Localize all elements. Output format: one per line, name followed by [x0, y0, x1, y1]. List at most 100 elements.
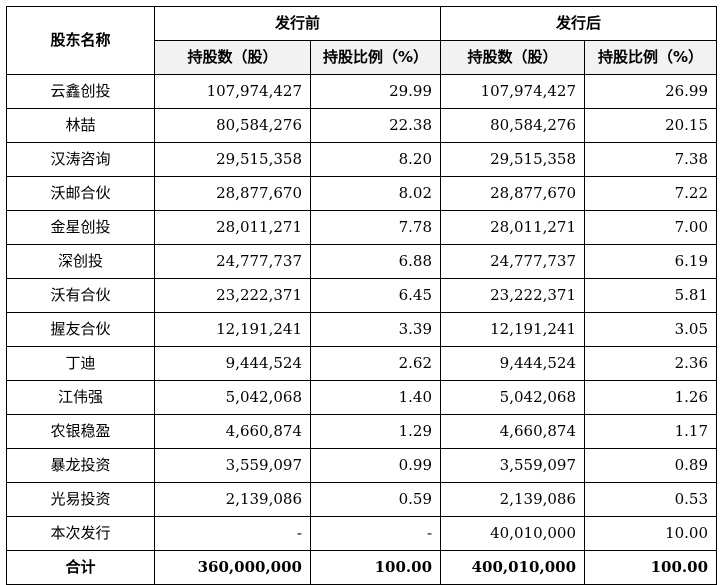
- cell-before-shares: 28,011,271: [154, 210, 311, 245]
- cell-holder-name: 握友合伙: [6, 312, 155, 347]
- cell-after-shares: 12,191,241: [440, 312, 586, 347]
- cell-holder-name: 农银稳盈: [6, 414, 155, 449]
- cell-before-ratio: 7.78: [309, 210, 442, 245]
- cell-holder-name: 沃邮合伙: [6, 176, 155, 211]
- table-row: 沃有合伙 23,222,371 6.45 23,222,371 5.81: [6, 278, 718, 313]
- cell-after-shares: 4,660,874: [440, 414, 586, 449]
- cell-before-ratio: 22.38: [309, 108, 442, 143]
- cell-holder-name: 沃有合伙: [6, 278, 155, 313]
- header-holder-name: 股东名称: [6, 6, 155, 75]
- cell-before-shares: 4,660,874: [154, 414, 311, 449]
- table-row: 本次发行 - - 40,010,000 10.00: [6, 516, 718, 551]
- cell-after-ratio: 6.19: [584, 244, 718, 279]
- cell-before-shares: 24,777,737: [154, 244, 311, 279]
- cell-before-ratio: 3.39: [309, 312, 442, 347]
- header-row-columns: 持股数（股） 持股比例（%） 持股数（股） 持股比例（%）: [7, 40, 718, 75]
- cell-after-ratio: 20.15: [584, 108, 718, 143]
- cell-before-ratio: 8.02: [309, 176, 442, 211]
- cell-before-shares: 2,139,086: [154, 482, 311, 517]
- header-before-issue: 发行前: [153, 6, 442, 41]
- cell-after-shares: 80,584,276: [440, 108, 586, 143]
- cell-total-after-shares: 400,010,000: [440, 550, 586, 585]
- table-row: 金星创投 28,011,271 7.78 28,011,271 7.00: [6, 210, 718, 245]
- cell-after-shares: 29,515,358: [440, 142, 586, 177]
- cell-before-ratio: 2.62: [309, 346, 442, 381]
- header-before-shares: 持股数（股）: [154, 40, 311, 75]
- cell-after-shares: 9,444,524: [440, 346, 586, 381]
- table-row: 深创投 24,777,737 6.88 24,777,737 6.19: [6, 244, 718, 279]
- cell-before-shares: 107,974,427: [154, 74, 311, 109]
- cell-after-ratio: 0.89: [584, 448, 718, 483]
- total-row: 合计 360,000,000 100.00 400,010,000 100.00: [6, 550, 718, 585]
- cell-holder-name: 丁迪: [6, 346, 155, 381]
- header-after-shares: 持股数（股）: [440, 40, 586, 75]
- shareholding-table: 股东名称 发行前 发行后 持股数（股） 持股比例（%） 持股数（股） 持股比例（…: [6, 6, 718, 585]
- cell-after-ratio: 1.26: [584, 380, 718, 415]
- cell-after-shares: 28,011,271: [440, 210, 586, 245]
- table-row: 农银稳盈 4,660,874 1.29 4,660,874 1.17: [6, 414, 718, 449]
- cell-total-before-ratio: 100.00: [309, 550, 442, 585]
- cell-holder-name: 林喆: [6, 108, 155, 143]
- cell-after-ratio: 5.81: [584, 278, 718, 313]
- cell-after-shares: 107,974,427: [440, 74, 586, 109]
- cell-before-ratio: 0.59: [309, 482, 442, 517]
- cell-after-shares: 24,777,737: [440, 244, 586, 279]
- table-row: 云鑫创投 107,974,427 29.99 107,974,427 26.99: [6, 74, 718, 109]
- cell-before-ratio: 6.45: [309, 278, 442, 313]
- cell-holder-name: 光易投资: [6, 482, 155, 517]
- cell-before-shares: 28,877,670: [154, 176, 311, 211]
- cell-holder-name: 暴龙投资: [6, 448, 155, 483]
- header-before-ratio: 持股比例（%）: [309, 40, 442, 75]
- cell-after-shares: 40,010,000: [440, 516, 586, 551]
- table-row: 暴龙投资 3,559,097 0.99 3,559,097 0.89: [6, 448, 718, 483]
- table-row: 汉涛咨询 29,515,358 8.20 29,515,358 7.38: [6, 142, 718, 177]
- cell-total-label: 合计: [6, 550, 155, 585]
- cell-after-shares: 5,042,068: [440, 380, 586, 415]
- cell-after-ratio: 0.53: [584, 482, 718, 517]
- table-header: 股东名称 发行前 发行后 持股数（股） 持股比例（%） 持股数（股） 持股比例（…: [6, 6, 718, 75]
- cell-total-after-ratio: 100.00: [584, 550, 718, 585]
- cell-after-ratio: 3.05: [584, 312, 718, 347]
- header-after-issue: 发行后: [440, 6, 718, 41]
- cell-holder-name: 深创投: [6, 244, 155, 279]
- cell-total-before-shares: 360,000,000: [154, 550, 311, 585]
- header-row-groups: 股东名称 发行前 发行后: [6, 6, 718, 75]
- table-row: 林喆 80,584,276 22.38 80,584,276 20.15: [6, 108, 718, 143]
- table-row: 握友合伙 12,191,241 3.39 12,191,241 3.05: [6, 312, 718, 347]
- cell-after-ratio: 2.36: [584, 346, 718, 381]
- cell-holder-name: 江伟强: [6, 380, 155, 415]
- cell-before-shares: 29,515,358: [154, 142, 311, 177]
- cell-after-shares: 2,139,086: [440, 482, 586, 517]
- cell-before-shares: -: [154, 516, 311, 551]
- cell-after-ratio: 7.22: [584, 176, 718, 211]
- cell-before-shares: 12,191,241: [154, 312, 311, 347]
- cell-after-shares: 23,222,371: [440, 278, 586, 313]
- table-body: 云鑫创投 107,974,427 29.99 107,974,427 26.99…: [6, 74, 718, 585]
- cell-before-shares: 3,559,097: [154, 448, 311, 483]
- cell-before-shares: 9,444,524: [154, 346, 311, 381]
- cell-before-ratio: 0.99: [309, 448, 442, 483]
- cell-before-shares: 23,222,371: [154, 278, 311, 313]
- cell-after-shares: 28,877,670: [440, 176, 586, 211]
- cell-holder-name: 本次发行: [6, 516, 155, 551]
- table-row: 江伟强 5,042,068 1.40 5,042,068 1.26: [6, 380, 718, 415]
- cell-before-ratio: 8.20: [309, 142, 442, 177]
- cell-after-shares: 3,559,097: [440, 448, 586, 483]
- cell-before-ratio: -: [309, 516, 442, 551]
- cell-before-shares: 80,584,276: [154, 108, 311, 143]
- cell-before-ratio: 29.99: [309, 74, 442, 109]
- header-after-ratio: 持股比例（%）: [584, 40, 718, 75]
- table-row: 丁迪 9,444,524 2.62 9,444,524 2.36: [6, 346, 718, 381]
- cell-before-ratio: 1.29: [309, 414, 442, 449]
- cell-after-ratio: 1.17: [584, 414, 718, 449]
- cell-holder-name: 云鑫创投: [6, 74, 155, 109]
- cell-holder-name: 金星创投: [6, 210, 155, 245]
- cell-after-ratio: 10.00: [584, 516, 718, 551]
- cell-after-ratio: 7.00: [584, 210, 718, 245]
- table-row: 沃邮合伙 28,877,670 8.02 28,877,670 7.22: [6, 176, 718, 211]
- cell-before-shares: 5,042,068: [154, 380, 311, 415]
- table-row: 光易投资 2,139,086 0.59 2,139,086 0.53: [6, 482, 718, 517]
- cell-holder-name: 汉涛咨询: [6, 142, 155, 177]
- cell-after-ratio: 26.99: [584, 74, 718, 109]
- cell-after-ratio: 7.38: [584, 142, 718, 177]
